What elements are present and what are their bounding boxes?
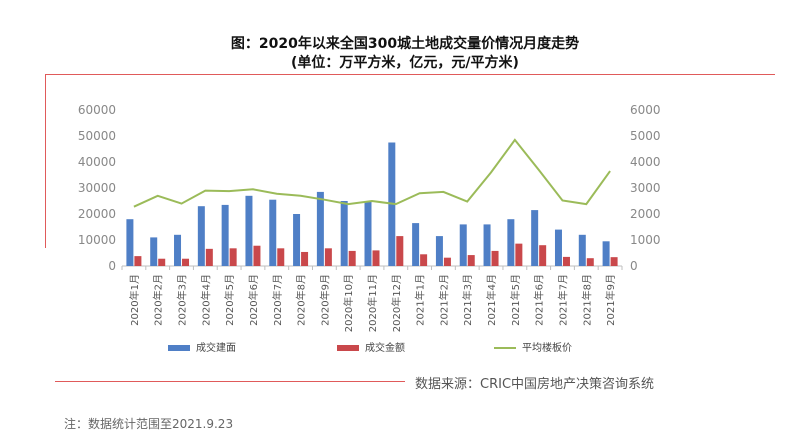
x-tick-label: 2020年12月: [390, 274, 403, 332]
x-tick-label: 2021年8月: [580, 274, 593, 326]
legend-label-area: 成交建面: [196, 341, 236, 354]
y-right-tick-label: 4000: [630, 155, 661, 169]
source-text: 数据来源：CRIC中国房地产决策咨询系统: [415, 377, 655, 392]
source-divider: [55, 381, 405, 382]
y-left-tick-label: 50000: [78, 129, 116, 143]
x-tick-label: 2021年5月: [509, 274, 522, 326]
bar-area: [602, 241, 610, 266]
line-price: [133, 138, 611, 208]
bar-area: [197, 206, 205, 266]
bar-amount: [229, 248, 237, 266]
y-right-tick-label: 6000: [630, 103, 661, 117]
bar-area: [316, 191, 324, 266]
y-right-tick-label: 0: [630, 259, 638, 273]
x-tick-label: 2020年3月: [176, 274, 189, 326]
frame-left-line: [45, 74, 46, 248]
x-tick-label: 2021年9月: [604, 274, 617, 326]
bar-area: [269, 199, 277, 266]
y-right-tick-label: 3000: [630, 181, 661, 195]
bar-area: [531, 210, 539, 266]
bar-area: [245, 195, 253, 266]
x-tick-label: 2020年11月: [366, 274, 379, 332]
bar-area: [412, 223, 420, 266]
x-tick-label: 2020年10月: [342, 274, 355, 332]
chart-title: 图：2020年以来全国300城土地成交量价情况月度走势: [230, 36, 580, 52]
x-tick-label: 2021年7月: [556, 274, 569, 326]
bar-amount: [253, 245, 261, 266]
bar-area: [174, 234, 182, 266]
bar-area: [126, 219, 134, 266]
bar-area: [150, 237, 158, 266]
bar-amount: [396, 236, 404, 266]
bar-amount: [158, 258, 166, 266]
x-tick-label: 2020年7月: [271, 274, 284, 326]
bar-amount: [539, 245, 547, 266]
bar-area: [507, 219, 515, 266]
x-tick-label: 2021年4月: [485, 274, 498, 326]
bar-amount: [467, 255, 475, 266]
x-tick-label: 2021年2月: [437, 274, 450, 326]
bar-area: [554, 229, 562, 266]
legend-label-amount: 成交金额: [365, 341, 405, 354]
bar-amount: [515, 243, 523, 266]
y-left-tick-label: 0: [108, 259, 116, 273]
bar-area: [364, 201, 372, 266]
x-tick-label: 2020年9月: [318, 274, 331, 326]
bar-amount: [301, 251, 309, 266]
bar-amount: [610, 257, 618, 266]
legend-label-price: 平均楼板价: [522, 341, 572, 354]
y-left-tick-label: 10000: [78, 233, 116, 247]
bar-amount: [348, 250, 356, 266]
x-tick-label: 2021年3月: [461, 274, 474, 326]
bar-area: [340, 201, 348, 266]
x-tick-label: 2020年5月: [223, 274, 236, 326]
x-tick-label: 2020年4月: [199, 274, 212, 326]
bar-area: [293, 214, 301, 266]
legend-swatch-area: [168, 345, 190, 351]
bar-amount: [277, 248, 285, 266]
bar-amount: [562, 256, 570, 266]
x-tick-label: 2020年6月: [247, 274, 260, 326]
legend-swatch-amount: [337, 345, 359, 351]
y-left-tick-label: 20000: [78, 207, 116, 221]
bar-amount: [372, 250, 380, 266]
bar-amount: [443, 257, 451, 266]
bar-area: [578, 234, 586, 266]
bar-amount: [324, 248, 332, 266]
y-left-tick-label: 60000: [78, 103, 116, 117]
x-tick-label: 2020年2月: [152, 274, 165, 326]
x-tick-label: 2021年1月: [414, 274, 427, 326]
x-tick-label: 2020年8月: [295, 274, 308, 326]
y-right-tick-label: 2000: [630, 207, 661, 221]
footnote: 注：数据统计范围至2021.9.23: [64, 417, 234, 431]
bar-amount: [134, 256, 142, 266]
bar-amount: [491, 250, 499, 266]
x-tick-label: 2020年1月: [128, 274, 141, 326]
bar-amount: [182, 258, 190, 266]
bar-area: [221, 204, 229, 266]
bar-amount: [420, 254, 428, 266]
bar-amount: [205, 248, 213, 266]
frame-top-line: [45, 74, 775, 75]
y-left-tick-label: 30000: [78, 181, 116, 195]
bar-area: [435, 236, 443, 266]
bar-area: [459, 224, 467, 266]
y-right-tick-label: 1000: [630, 233, 661, 247]
y-right-tick-label: 5000: [630, 129, 661, 143]
bar-area: [483, 224, 491, 266]
bar-amount: [586, 258, 594, 266]
y-left-tick-label: 40000: [78, 155, 116, 169]
x-tick-label: 2021年6月: [533, 274, 546, 326]
chart-subtitle: (单位：万平方米，亿元，元/平方米): [291, 55, 519, 71]
